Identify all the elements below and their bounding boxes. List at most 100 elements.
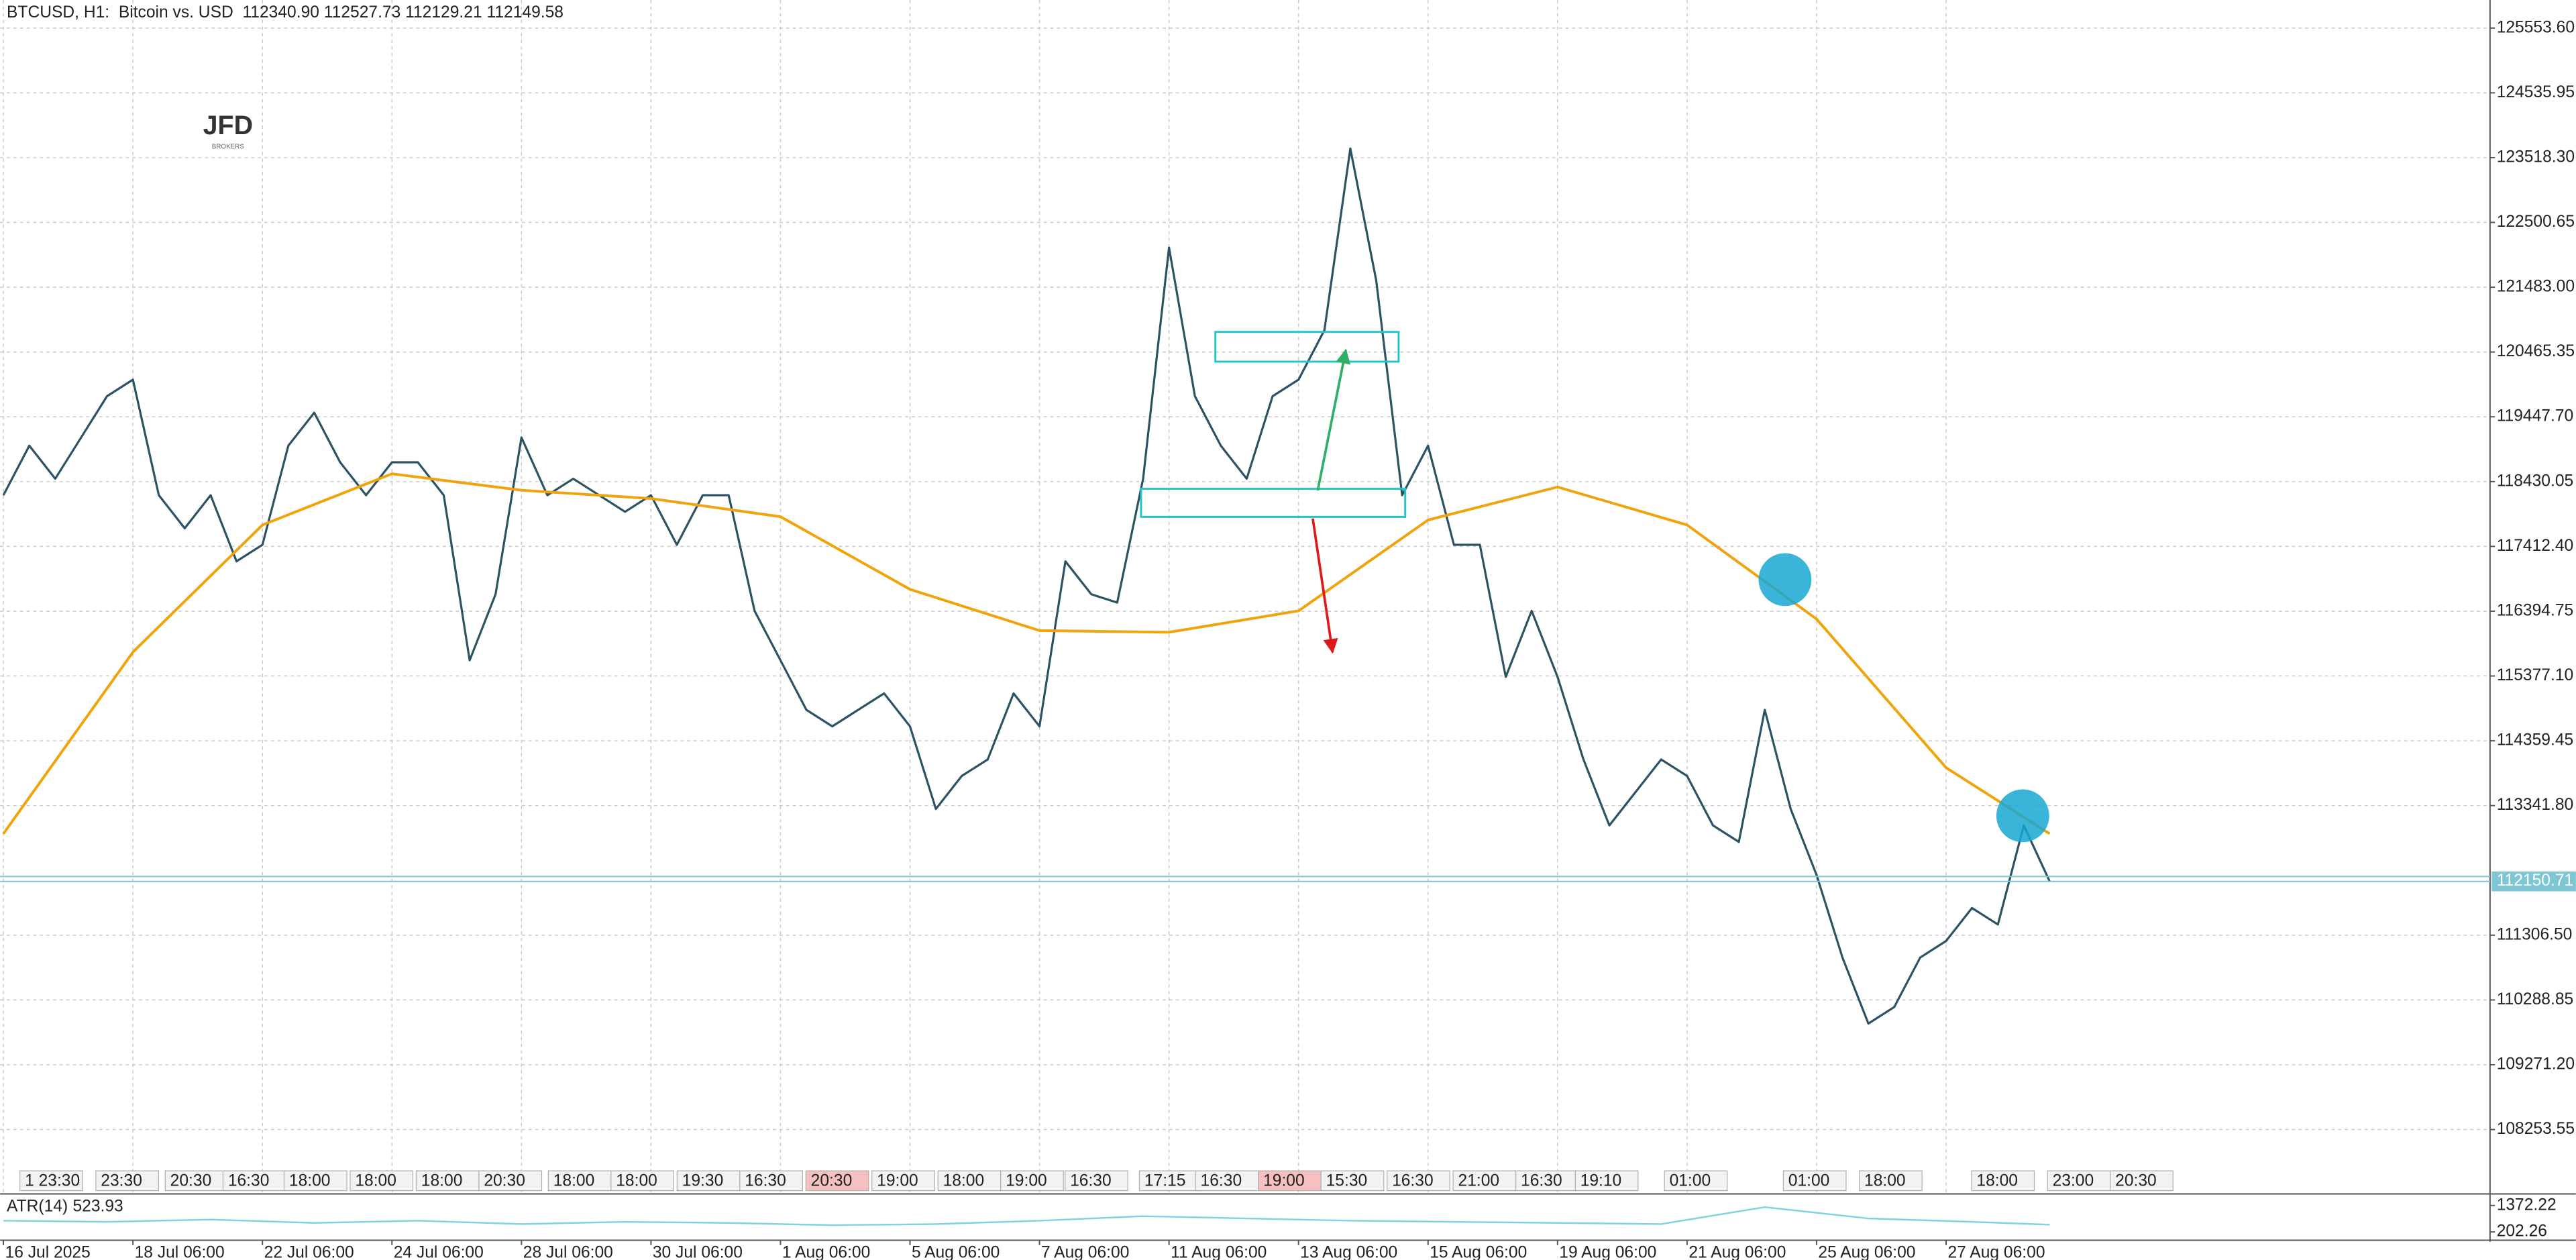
y-tick-label: 109271.20: [2497, 1055, 2575, 1073]
time-label: 18:00: [1864, 1172, 1906, 1190]
x-tick-label: 18 Jul 06:00: [135, 1244, 225, 1260]
time-label-box: [937, 1170, 1002, 1192]
series-line: [2, 472, 2051, 835]
time-label-box: [1515, 1170, 1579, 1192]
current-price-box: [2491, 871, 2576, 892]
time-label-box: [1320, 1170, 1385, 1192]
y-tick-label: 124535.95: [2497, 83, 2575, 101]
y-tick-label: 123518.30: [2497, 148, 2575, 166]
x-tick-label: 22 Jul 06:00: [264, 1244, 354, 1260]
time-label-box: [1859, 1170, 1923, 1192]
time-label-box: [283, 1170, 347, 1192]
x-tick-label: 30 Jul 06:00: [653, 1244, 743, 1260]
x-tick-label: 15 Aug 06:00: [1430, 1244, 1527, 1260]
y-tick-label: 117412.40: [2497, 537, 2574, 555]
series-line: [3, 1206, 2050, 1226]
time-label-box: [547, 1170, 612, 1192]
chart-title: BTCUSD, H1: Bitcoin vs. USD 112340.90 11…: [7, 3, 564, 21]
time-label-box: [739, 1170, 803, 1192]
time-label: 18:00: [1976, 1172, 2018, 1190]
time-label: 20:30: [170, 1172, 212, 1190]
grid-layer: [0, 0, 2490, 1193]
time-label: 01:00: [1670, 1172, 1711, 1190]
arrow-down: [1311, 518, 1338, 654]
indicator-title: ATR(14): [7, 1198, 68, 1216]
highlight-circle: [1996, 789, 2049, 843]
time-label: 15:30: [1326, 1172, 1368, 1190]
x-tick-label: 21 Aug 06:00: [1688, 1244, 1786, 1260]
y-tick-label: 111306.50: [2497, 925, 2573, 943]
y-tick-label: 120465.35: [2497, 342, 2575, 360]
y-tick-label: 108253.55: [2497, 1120, 2575, 1138]
y-tick-label: 1372.22: [2497, 1196, 2557, 1214]
x-tick-label: 7 Aug 06:00: [1041, 1244, 1129, 1260]
time-label: 17:15: [1144, 1172, 1186, 1190]
time-label-box: [1195, 1170, 1259, 1192]
y-tick-label: 116394.75: [2497, 601, 2574, 619]
y-tick-label: 115377.10: [2497, 666, 2574, 684]
time-label: 18:00: [553, 1172, 595, 1190]
x-tick-label: 13 Aug 06:00: [1300, 1244, 1397, 1260]
y-tick-label: 114359.45: [2497, 731, 2574, 749]
zone-box: [1214, 331, 1400, 363]
time-label-box: [805, 1170, 869, 1192]
time-label: 19:10: [1580, 1172, 1622, 1190]
time-label-box: [1387, 1170, 1450, 1192]
time-label-box: [19, 1170, 83, 1192]
x-tick-label: 19 Aug 06:00: [1559, 1244, 1656, 1260]
time-label: 20:30: [484, 1172, 525, 1190]
arrow-up: [1316, 348, 1351, 491]
time-label: 16:30: [745, 1172, 786, 1190]
time-label: 18:00: [355, 1172, 396, 1190]
time-label: 1 23:30: [25, 1172, 80, 1190]
y-tick-label: 125553.60: [2497, 18, 2575, 36]
x-tick-label: 1 Aug 06:00: [782, 1244, 870, 1260]
y-tick-label: 202.26: [2497, 1222, 2547, 1241]
series-line: [2, 147, 2051, 1025]
time-label-box: [1574, 1170, 1639, 1192]
x-tick-label: 28 Jul 06:00: [523, 1244, 613, 1260]
time-label-box: [610, 1170, 674, 1192]
time-label: 20:30: [2115, 1172, 2157, 1190]
time-label-box: [1258, 1170, 1322, 1192]
highlight-circle: [1758, 553, 1812, 607]
time-label-box: [1664, 1170, 1728, 1192]
time-label: 21:00: [1458, 1172, 1500, 1190]
time-label-box: [1000, 1170, 1064, 1192]
time-label-box: [676, 1170, 741, 1192]
time-label-box: [222, 1170, 286, 1192]
time-label: 19:00: [1006, 1172, 1047, 1190]
time-label: 16:30: [1070, 1172, 1112, 1190]
time-label-box: [1452, 1170, 1517, 1192]
time-label: 18:00: [616, 1172, 657, 1190]
time-label: 01:00: [1788, 1172, 1830, 1190]
time-label-box: [164, 1170, 229, 1192]
time-label: 23:00: [2053, 1172, 2094, 1190]
time-label-box: [1782, 1170, 1847, 1192]
time-label-box: [2110, 1170, 2174, 1192]
time-label: 16:30: [1201, 1172, 1242, 1190]
time-label: 19:00: [877, 1172, 918, 1190]
time-label-box: [95, 1170, 160, 1192]
y-tick-label: 121483.00: [2497, 278, 2575, 296]
x-tick-label: 25 Aug 06:00: [1818, 1244, 1915, 1260]
time-label: 16:30: [228, 1172, 270, 1190]
time-label: 19:30: [682, 1172, 724, 1190]
time-label-box: [1065, 1170, 1128, 1192]
time-label: 23:30: [101, 1172, 142, 1190]
x-tick-label: 16 Jul 2025: [5, 1244, 91, 1260]
series-layer: [2, 147, 2051, 1226]
y-tick-label: 113341.80: [2497, 796, 2574, 814]
x-tick-label: 11 Aug 06:00: [1171, 1244, 1267, 1260]
logo-tagline: BROKERS: [212, 144, 245, 151]
y-tick-label: 122500.65: [2497, 213, 2575, 231]
y-tick-label: 118430.05: [2497, 472, 2574, 490]
time-label: 18:00: [289, 1172, 331, 1190]
indicator-value: 523.93: [72, 1198, 123, 1216]
time-label-box: [415, 1170, 480, 1192]
zone-box: [1140, 488, 1407, 518]
time-label: 16:30: [1392, 1172, 1434, 1190]
time-label-box: [478, 1170, 543, 1192]
